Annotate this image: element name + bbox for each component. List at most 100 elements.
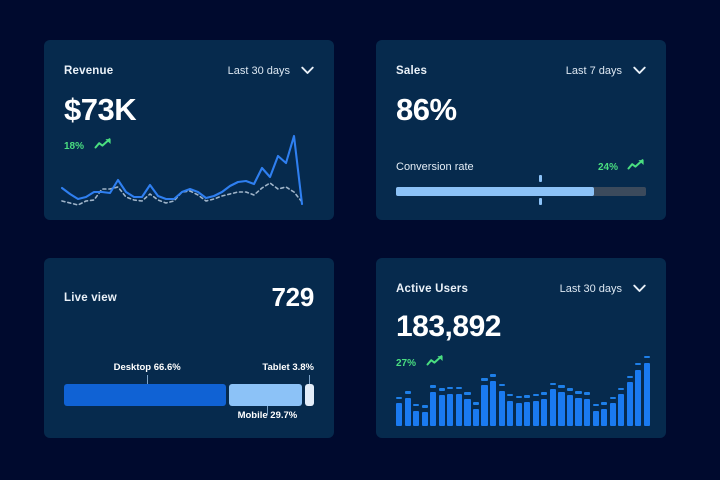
bar-body [455, 393, 462, 426]
active-users-bar [472, 354, 480, 426]
active-users-bar [447, 354, 454, 426]
live-view-count: 729 [271, 282, 315, 312]
conversion-rate-value: 24% [597, 161, 618, 173]
bar-body [515, 402, 522, 426]
bar-body [421, 411, 428, 426]
bar-cap [558, 385, 565, 388]
trend-up-arrow-icon [426, 354, 445, 372]
bar-cap [575, 391, 582, 394]
device-segment-stem-2 [309, 375, 311, 384]
bar-body [541, 399, 548, 426]
bar-body [549, 389, 556, 426]
conversion-rate-label: Conversion rate [396, 161, 474, 173]
bar-body [524, 402, 531, 426]
active-users-card: Active Users Last 30 days 183,892 27% [376, 258, 666, 438]
active-users-bar [635, 354, 642, 426]
active-users-delta: 27% [376, 342, 666, 372]
active-users-bar [558, 354, 565, 426]
bar-cap [584, 392, 591, 395]
active-users-bar [430, 354, 437, 426]
revenue-delta: 18% [44, 125, 334, 155]
device-segment-1[interactable] [229, 384, 302, 406]
active-users-card-header: Active Users Last 30 days [376, 258, 666, 298]
chevron-down-icon [633, 62, 646, 80]
bar-cap [404, 391, 411, 394]
bar-body [430, 392, 437, 426]
bar-cap [592, 403, 599, 407]
bar-body [532, 400, 539, 426]
sales-range-label: Last 7 days [565, 65, 622, 77]
active-users-bar [524, 354, 531, 426]
bar-cap [524, 395, 531, 398]
conversion-progress-bar[interactable] [396, 175, 646, 205]
device-segment-label-2: Tablet 3.8% [262, 362, 314, 373]
active-users-range-selector[interactable]: Last 30 days [560, 280, 646, 298]
bar-cap [421, 405, 428, 408]
bar-cap [481, 378, 488, 381]
device-segment-2[interactable] [304, 384, 314, 406]
revenue-current-line [60, 134, 304, 206]
active-users-bar [566, 354, 574, 426]
active-users-bar [618, 354, 625, 426]
sales-card-header: Sales Last 7 days [376, 40, 666, 80]
bar-cap [566, 388, 574, 391]
active-users-bar [643, 354, 651, 426]
bar-cap [549, 382, 556, 386]
revenue-range-selector[interactable]: Last 30 days [228, 62, 314, 80]
device-segment-0[interactable] [64, 384, 227, 406]
active-users-bar [507, 354, 514, 426]
revenue-metric: $73K [64, 92, 137, 127]
device-segment-stem-0 [147, 375, 149, 384]
bar-body [438, 395, 445, 426]
active-users-bar [541, 354, 548, 426]
active-users-bar [584, 354, 591, 426]
progress-marker-bottom [538, 198, 542, 205]
bar-cap [643, 355, 651, 359]
revenue-card-header: Revenue Last 30 days [44, 40, 334, 80]
trend-up-arrow-icon [627, 158, 646, 176]
bar-cap [515, 395, 522, 399]
live-view-card: Live view 729 Desktop 66.6% Mobile 29.7% T… [44, 258, 334, 438]
live-view-title: Live view [64, 291, 117, 304]
active-users-bar [549, 354, 556, 426]
revenue-sparkline [60, 134, 304, 206]
active-users-bar [455, 354, 462, 426]
active-users-bar [601, 354, 608, 426]
active-users-bar [490, 354, 497, 426]
sales-range-selector[interactable]: Last 7 days [566, 62, 646, 80]
bar-cap [430, 385, 437, 388]
active-users-bar [413, 354, 420, 426]
device-segment-stem-1 [267, 406, 269, 415]
bar-cap [618, 387, 625, 390]
active-users-range-label: Last 30 days [559, 283, 622, 295]
bar-body [481, 385, 488, 426]
bar-body [472, 409, 480, 426]
bar-body [464, 399, 471, 426]
active-users-bar [498, 354, 505, 426]
active-users-bar [592, 354, 599, 426]
active-users-bar [464, 354, 471, 426]
active-users-title: Active Users [396, 283, 469, 295]
conversion-rate-row: Conversion rate 24% [376, 158, 666, 176]
bar-cap [413, 403, 420, 407]
sales-title: Sales [396, 65, 428, 77]
bar-body [626, 382, 633, 426]
bar-body [618, 394, 625, 426]
device-split-bar [64, 384, 314, 406]
bar-body [413, 410, 420, 426]
bar-cap [541, 392, 548, 395]
active-users-bar [609, 354, 616, 426]
bar-body [601, 409, 608, 426]
live-view-header: Live view 729 [44, 258, 334, 313]
bar-cap [472, 402, 480, 405]
active-users-delta-value: 27% [396, 357, 417, 369]
chevron-down-icon [633, 280, 646, 298]
bar-body [643, 362, 651, 426]
sales-card: Sales Last 7 days 86% Conversion rate 24… [376, 40, 666, 220]
active-users-bar [532, 354, 539, 426]
bar-cap [490, 374, 497, 377]
active-users-bar [396, 354, 403, 426]
active-users-metric: 183,892 [396, 310, 501, 343]
bar-cap [635, 362, 642, 366]
